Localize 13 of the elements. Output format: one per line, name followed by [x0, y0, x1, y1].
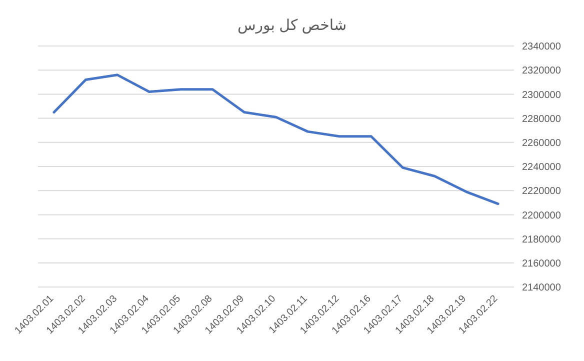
- line-series: [52, 74, 500, 206]
- y-tick-label: 2140000: [522, 282, 562, 294]
- y-tick-label: 2240000: [522, 162, 562, 174]
- y-tick-label: 2160000: [522, 258, 562, 270]
- y-tick-label: 2300000: [522, 90, 562, 101]
- y-tick-label: 2280000: [522, 114, 562, 125]
- chart-title: شاخص کل بورس: [236, 16, 348, 36]
- y-tick-label: 2220000: [522, 186, 562, 198]
- y-tick-label: 2260000: [522, 138, 562, 149]
- y-tick-label: 2340000: [522, 42, 562, 53]
- y-tick-label: 2320000: [522, 66, 562, 77]
- y-tick-label: 2180000: [522, 234, 562, 246]
- y-tick-label: 2200000: [522, 210, 562, 222]
